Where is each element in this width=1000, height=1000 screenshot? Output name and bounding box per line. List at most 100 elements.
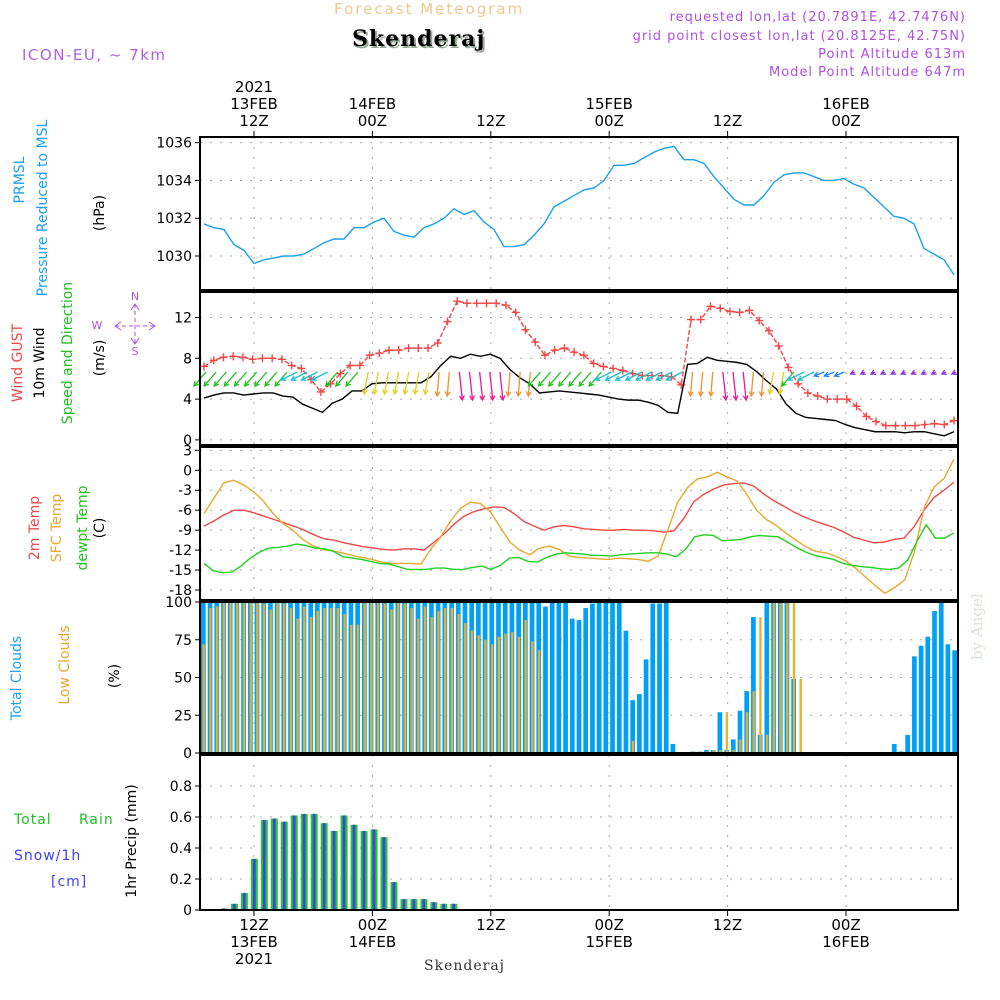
wind-arrow-icon xyxy=(833,371,845,378)
bar-snow xyxy=(342,815,346,910)
bar-low-clouds xyxy=(497,636,500,753)
bar-low-clouds xyxy=(323,608,326,753)
wind-arrow-icon xyxy=(223,371,237,388)
x-tick-label-top: 13FEB xyxy=(230,95,277,113)
y-tick-label: 1032 xyxy=(156,211,192,227)
bar-snow xyxy=(322,823,326,910)
bar-total-clouds xyxy=(764,602,770,753)
gust-marker xyxy=(891,421,900,430)
bar-low-clouds xyxy=(631,740,635,753)
x-tick-label-top: 00Z xyxy=(831,112,860,130)
bar-total-clouds xyxy=(643,659,649,753)
bar-snow xyxy=(372,829,376,910)
gust-marker xyxy=(316,387,325,396)
gust-marker xyxy=(950,416,958,425)
gust-marker xyxy=(940,420,949,429)
gust-marker xyxy=(696,315,705,324)
gust-marker xyxy=(482,299,491,308)
bar-snow xyxy=(362,830,366,910)
gust-marker xyxy=(813,392,822,401)
bar-low-clouds xyxy=(289,608,293,753)
bar-low-clouds xyxy=(423,606,427,753)
bar-low-clouds xyxy=(390,609,393,753)
gust-marker xyxy=(803,388,812,397)
wind-arrow-icon xyxy=(900,369,907,375)
bar-total-clouds xyxy=(905,734,911,753)
bar-low-clouds xyxy=(397,602,400,753)
bar-low-clouds xyxy=(765,734,769,753)
wind-arrow-icon xyxy=(748,371,755,398)
bar-low-clouds xyxy=(752,691,755,753)
bar-total-clouds xyxy=(543,606,548,753)
bar-total-clouds xyxy=(891,743,897,753)
wind-arrow-icon xyxy=(527,371,541,388)
bar-low-clouds xyxy=(477,635,480,753)
bar-total-clouds xyxy=(938,602,944,753)
x-tick-label-top: 2021 xyxy=(235,78,273,96)
panel-0: 1030 1032 1034 1036 xyxy=(156,136,959,291)
bar-snow xyxy=(332,830,336,910)
y-tick-label: 12 xyxy=(174,311,192,327)
wind-arrow-icon xyxy=(722,371,729,402)
bar-snow xyxy=(242,892,246,910)
bar-low-clouds xyxy=(417,618,420,753)
wind-arrow-icon xyxy=(515,371,522,398)
gust-marker xyxy=(618,366,627,375)
gust-marker xyxy=(881,421,890,430)
wind-arrow-icon xyxy=(634,371,653,381)
gust-marker xyxy=(492,299,501,308)
wind-arrow-icon xyxy=(479,371,486,402)
gust-marker xyxy=(579,351,588,360)
bar-total-clouds xyxy=(952,650,957,753)
series-line-wind-gust xyxy=(203,300,955,427)
gust-marker xyxy=(784,363,793,372)
wind-arrow-icon xyxy=(274,371,288,388)
x-tick-label-bottom: 12Z xyxy=(239,916,268,934)
wind-arrow-icon xyxy=(537,371,552,388)
bar-total-clouds xyxy=(569,618,575,753)
bar-total-clouds xyxy=(610,602,615,753)
bar-low-clouds xyxy=(779,602,782,753)
x-tick-label-bottom: 15FEB xyxy=(585,933,632,951)
gust-marker xyxy=(238,353,247,362)
gust-marker xyxy=(852,402,861,411)
x-tick-label-top: 14FEB xyxy=(349,95,396,113)
y-tick-label: 50 xyxy=(174,671,192,687)
wind-arrow-icon xyxy=(310,371,328,381)
wind-arrow-icon xyxy=(568,371,582,388)
wind-arrow-icon xyxy=(578,371,592,388)
gust-marker xyxy=(229,352,238,361)
compass-arrows-icon xyxy=(114,303,156,345)
wind-arrow-icon xyxy=(910,369,917,375)
bar-low-clouds xyxy=(504,633,507,753)
gust-marker xyxy=(414,344,423,353)
bar-total-clouds xyxy=(663,602,669,753)
bar-low-clouds xyxy=(316,611,319,753)
y-tick-label: 100 xyxy=(165,595,192,611)
bar-low-clouds xyxy=(430,617,433,753)
series-line-dewpt-temp xyxy=(203,523,955,574)
bar-total-clouds xyxy=(583,608,589,753)
bar-snow xyxy=(422,899,426,910)
bar-total-clouds xyxy=(549,602,555,753)
bar-low-clouds xyxy=(772,602,776,753)
x-tick-label-bottom: 00Z xyxy=(358,916,387,934)
y-tick-label: 3 xyxy=(183,443,192,459)
wind-arrow-icon xyxy=(243,371,258,388)
bar-low-clouds xyxy=(799,679,802,753)
bar-snow xyxy=(262,820,266,910)
y-tick-label: 0.8 xyxy=(170,779,192,795)
bar-total-clouds xyxy=(650,603,656,753)
gust-marker xyxy=(687,315,696,324)
bar-low-clouds xyxy=(537,650,541,753)
model-altitude: Model Point Altitude 647m xyxy=(769,65,966,80)
x-tick-label-top: 16FEB xyxy=(822,95,869,113)
bar-total-clouds xyxy=(596,602,602,753)
bar-low-clouds xyxy=(202,644,205,753)
gust-marker xyxy=(355,361,364,370)
bar-low-clouds xyxy=(256,602,259,753)
wind-arrow-icon xyxy=(624,371,643,381)
wind-arrow-icon xyxy=(732,371,739,402)
bar-low-clouds xyxy=(296,618,299,753)
